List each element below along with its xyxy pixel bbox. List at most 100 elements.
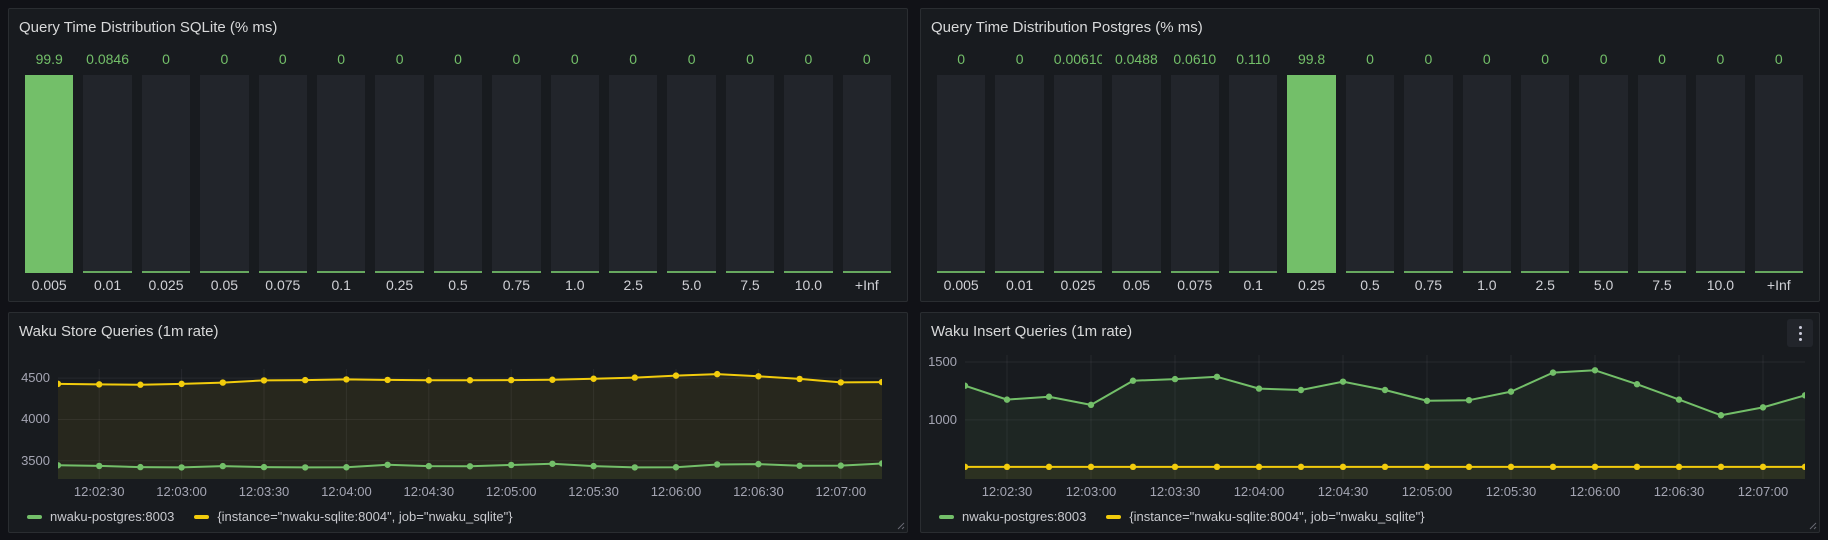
- bar-value-label: 0: [1716, 51, 1725, 67]
- data-point: [549, 376, 556, 383]
- bar-value-label: 0: [687, 51, 696, 67]
- legend-label[interactable]: nwaku-postgres:8003: [962, 509, 1087, 524]
- bar-track: [1579, 75, 1628, 273]
- bucket-label: 0.075: [1177, 277, 1213, 293]
- bar-track: [375, 75, 424, 273]
- legend-item-sqlite[interactable]: {instance="nwaku-sqlite:8004", job="nwak…: [1106, 509, 1425, 524]
- legend-label[interactable]: {instance="nwaku-sqlite:8004", job="nwak…: [1129, 509, 1425, 524]
- histogram-bucket: 0.0488 0.05: [1112, 49, 1161, 295]
- histogram-bucket: 99.8 0.25: [1287, 49, 1336, 295]
- data-point: [137, 463, 144, 471]
- bucket-label: 0.25: [1297, 277, 1326, 293]
- histogram-bucket: 0 1.0: [550, 49, 599, 295]
- legend-label[interactable]: nwaku-postgres:8003: [50, 509, 175, 524]
- legend: nwaku-postgres:8003 {instance="nwaku-sql…: [939, 509, 1425, 524]
- legend: nwaku-postgres:8003 {instance="nwaku-sql…: [27, 509, 513, 524]
- series-color-swatch: [194, 514, 210, 519]
- data-point: [425, 377, 432, 384]
- bucket-label: 1.0: [1477, 277, 1497, 293]
- bucket-label: 0.005: [943, 277, 979, 293]
- bar-track: [1053, 75, 1103, 273]
- bar-track: [1404, 75, 1453, 273]
- bar-fill: [1696, 271, 1745, 273]
- histogram-bucket: 0 0.1: [317, 49, 366, 295]
- data-point: [1423, 463, 1431, 471]
- data-point: [1675, 463, 1683, 471]
- x-axis-tick-label: 12:03:30: [238, 484, 290, 499]
- data-point: [96, 381, 103, 388]
- bar-fill: [725, 271, 775, 273]
- legend-item-sqlite[interactable]: {instance="nwaku-sqlite:8004", job="nwak…: [194, 509, 513, 524]
- bar-value-label: 0: [278, 51, 287, 67]
- panel-resize-handle[interactable]: [895, 520, 905, 530]
- data-point: [965, 463, 969, 471]
- data-point: [1591, 463, 1599, 471]
- data-point: [260, 463, 268, 471]
- data-point: [590, 462, 597, 470]
- bar-value-label: 0: [1482, 51, 1491, 67]
- bar-value-label: 0: [629, 51, 638, 67]
- histogram-bucket: 0 0.025: [141, 49, 191, 295]
- data-point: [1255, 385, 1263, 392]
- x-axis-tick-label: 12:05:00: [485, 484, 537, 499]
- series-color-swatch: [939, 514, 954, 519]
- bar-fill: [1287, 75, 1336, 273]
- bucket-label: 0.025: [1060, 277, 1096, 293]
- panel-waku-insert-queries: Waku Insert Queries (1m rate) nwaku-post…: [920, 312, 1820, 533]
- bar-fill: [83, 271, 132, 273]
- panel-title[interactable]: Query Time Distribution Postgres (% ms): [931, 19, 1203, 36]
- bar-value-label: 0: [395, 51, 404, 67]
- data-point: [1549, 463, 1557, 471]
- data-point: [1339, 463, 1347, 471]
- histogram-bucket: 0 5.0: [667, 49, 716, 295]
- bar-value-label: 0: [570, 51, 579, 67]
- panel-title[interactable]: Waku Insert Queries (1m rate): [931, 323, 1133, 340]
- bucket-label: 0.5: [1360, 277, 1380, 293]
- data-point: [1801, 463, 1805, 471]
- bar-value-label: 0.0610: [1173, 51, 1217, 67]
- legend-item-postgres[interactable]: nwaku-postgres:8003: [939, 509, 1086, 524]
- bar-fill: [492, 271, 541, 273]
- bucket-label: 2.5: [623, 277, 643, 293]
- data-point: [1213, 463, 1221, 471]
- bar-fill: [1637, 271, 1687, 273]
- data-point: [1801, 392, 1805, 399]
- panel-title[interactable]: Waku Store Queries (1m rate): [19, 323, 219, 340]
- legend-item-postgres[interactable]: nwaku-postgres:8003: [27, 509, 174, 524]
- bar-track: [1112, 75, 1161, 273]
- store-queries-plot: [58, 369, 882, 479]
- bar-value-label: 0: [162, 51, 170, 67]
- data-point: [260, 377, 268, 384]
- data-point: [1633, 463, 1641, 471]
- y-axis-tick-label: 4500: [21, 370, 50, 386]
- histogram-bucket: 99.9 0.005: [25, 49, 74, 295]
- data-point: [878, 460, 882, 467]
- histogram-bucket: 0 0.75: [1404, 49, 1453, 295]
- series-color-swatch: [1106, 514, 1122, 519]
- bar-value-label: 0: [1015, 51, 1024, 67]
- bar-value-label: 0: [337, 51, 346, 67]
- panel-menu-kebab-icon[interactable]: [1787, 319, 1813, 347]
- bucket-label: 5.0: [1593, 277, 1614, 293]
- bucket-label: 0.005: [31, 277, 67, 293]
- histogram-bucket: 0 7.5: [725, 49, 775, 295]
- bar-track: [1754, 75, 1803, 273]
- data-point: [1003, 396, 1011, 403]
- bar-value-label: 0: [746, 51, 754, 67]
- line-chart-canvas: [58, 369, 882, 479]
- panel-title[interactable]: Query Time Distribution SQLite (% ms): [19, 19, 278, 36]
- legend-label[interactable]: {instance="nwaku-sqlite:8004", job="nwak…: [217, 509, 513, 524]
- data-point: [1759, 463, 1767, 471]
- x-axis-tick-label: 12:06:30: [733, 484, 784, 499]
- bar-fill: [1112, 271, 1161, 273]
- data-point: [1465, 396, 1473, 404]
- line-chart-canvas: [965, 355, 1805, 479]
- data-point: [1381, 463, 1389, 471]
- bar-track: [83, 75, 132, 273]
- panel-resize-handle[interactable]: [1807, 520, 1817, 530]
- bar-fill: [433, 271, 483, 273]
- histogram-bucket: 0 +Inf: [842, 49, 891, 295]
- bucket-label: 10.0: [1706, 277, 1735, 293]
- data-point: [1087, 401, 1095, 409]
- data-point: [796, 462, 803, 469]
